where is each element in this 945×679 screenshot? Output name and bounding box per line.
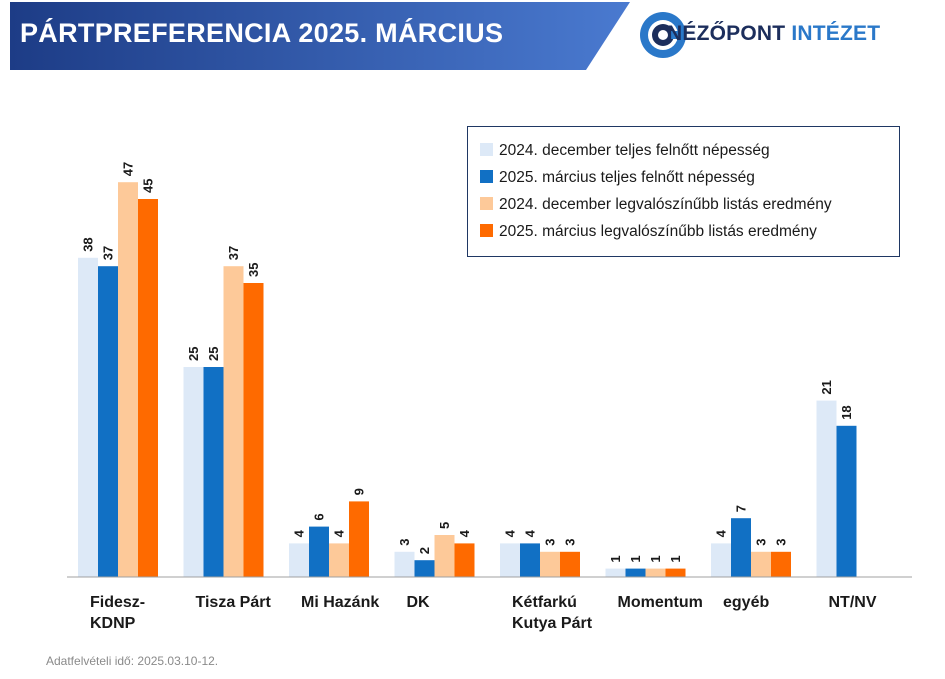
bar-0-2 — [118, 182, 138, 577]
value-label-3-3: 4 — [457, 529, 472, 537]
legend-item-2: 2024. december legvalószínűbb listás ere… — [480, 195, 832, 215]
value-label-7-0: 21 — [819, 380, 834, 394]
value-label-3-1: 2 — [417, 547, 432, 554]
bar-1-0 — [183, 367, 204, 577]
value-label-3-2: 5 — [437, 522, 452, 529]
bar-3-0 — [394, 551, 415, 577]
bar-4-0 — [500, 543, 520, 577]
value-label-5-3: 1 — [668, 555, 683, 562]
bar-4-3 — [560, 551, 580, 577]
bar-5-1 — [625, 568, 646, 577]
category-label-group: Fidesz- KDNP Tisza Párt Mi Hazánk DK Kétfarkú… — [90, 594, 877, 632]
value-label-1-0: 25 — [186, 347, 201, 361]
value-label-5-1: 1 — [628, 555, 643, 562]
value-label-4-2: 3 — [543, 539, 558, 546]
bar-1-1 — [203, 367, 224, 577]
value-label-6-2: 3 — [754, 539, 769, 546]
bar-0-0 — [78, 257, 98, 577]
legend-item-0: 2024. december teljes felnőtt népesség — [480, 141, 770, 161]
bar-7-1 — [836, 425, 857, 577]
value-label-2-2: 4 — [332, 529, 347, 537]
bar-2-2 — [329, 543, 349, 577]
category-label-3-0: DK — [407, 594, 431, 611]
chart-legend: 2024. december teljes felnőtt népesség 20… — [467, 126, 900, 257]
bar-3-2 — [434, 535, 455, 577]
bar-group — [78, 182, 857, 577]
bar-0-1 — [98, 266, 118, 577]
value-label-7-1: 18 — [839, 405, 854, 419]
value-label-3-0: 3 — [397, 539, 412, 546]
bar-5-2 — [645, 568, 666, 577]
category-label-6-0: egyéb — [723, 594, 769, 611]
legend-item-1: 2025. március teljes felnőtt népesség — [480, 168, 755, 188]
value-label-1-3: 35 — [246, 263, 261, 277]
legend-item-3: 2025. március legvalószínűbb listás ered… — [480, 222, 817, 242]
bar-6-0 — [711, 543, 731, 577]
bar-6-3 — [771, 551, 791, 577]
bar-3-1 — [414, 560, 435, 577]
bar-4-2 — [540, 551, 560, 577]
category-label-0-1: KDNP — [90, 615, 136, 632]
value-label-5-0: 1 — [608, 555, 623, 562]
bar-6-1 — [731, 518, 751, 577]
page-title: PÁRTPREFERENCIA 2025. MÁRCIUS — [20, 18, 504, 48]
value-label-6-3: 3 — [774, 539, 789, 546]
value-label-6-0: 4 — [714, 529, 729, 537]
legend-label-2: 2024. december legvalószínűbb listás ere… — [499, 196, 832, 213]
value-label-5-2: 1 — [648, 555, 663, 562]
bar-2-3 — [349, 501, 369, 577]
legend-label-0: 2024. december teljes felnőtt népesség — [499, 142, 770, 159]
value-label-4-0: 4 — [503, 529, 518, 537]
value-label-0-3: 45 — [141, 179, 156, 193]
value-label-2-1: 6 — [312, 513, 327, 520]
target-circle-icon — [640, 12, 686, 58]
bar-4-1 — [520, 543, 540, 577]
category-label-0-0: Fidesz- — [90, 594, 145, 611]
category-label-1-0: Tisza Párt — [196, 594, 272, 611]
title-banner — [10, 2, 630, 70]
legend-label-3: 2025. március legvalószínűbb listás ered… — [499, 223, 817, 240]
brand-word-1: NÉZŐPONT — [667, 22, 786, 45]
category-label-2-0: Mi Hazánk — [301, 594, 379, 611]
legend-label-1: 2025. március teljes felnőtt népesség — [499, 169, 755, 186]
category-label-4-0: Kétfarkú — [512, 594, 577, 611]
category-label-4-1: Kutya Párt — [512, 615, 593, 632]
category-label-7-0: NT/NV — [829, 594, 877, 611]
survey-date-note: Adatfelvételi idő: 2025.03.10-12. — [46, 654, 219, 668]
category-label-5-0: Momentum — [618, 594, 703, 611]
bar-0-3 — [138, 199, 158, 577]
brand-logo: NÉZŐPONT INTÉZET — [667, 22, 880, 46]
bar-1-3 — [243, 283, 264, 577]
value-label-0-1: 37 — [101, 246, 116, 260]
legend-swatch-1 — [480, 170, 493, 183]
legend-swatch-2 — [480, 197, 493, 210]
bar-5-3 — [665, 568, 686, 577]
value-label-1-1: 25 — [206, 347, 221, 361]
bar-2-0 — [289, 543, 309, 577]
bar-2-1 — [309, 526, 329, 577]
bar-7-0 — [816, 400, 837, 577]
bar-6-2 — [751, 551, 771, 577]
value-label-2-3: 9 — [352, 488, 367, 495]
value-label-0-0: 38 — [81, 237, 96, 251]
bar-5-0 — [605, 568, 626, 577]
value-label-4-1: 4 — [523, 529, 538, 537]
bar-3-3 — [454, 543, 475, 577]
legend-swatch-0 — [480, 143, 493, 156]
value-label-6-1: 7 — [734, 505, 749, 512]
value-label-1-2: 37 — [226, 246, 241, 260]
value-label-4-3: 3 — [563, 539, 578, 546]
bar-1-2 — [223, 266, 244, 577]
value-label-2-0: 4 — [292, 529, 307, 537]
legend-swatch-3 — [480, 224, 493, 237]
value-label-0-2: 47 — [121, 162, 136, 176]
brand-word-2: INTÉZET — [791, 22, 881, 45]
